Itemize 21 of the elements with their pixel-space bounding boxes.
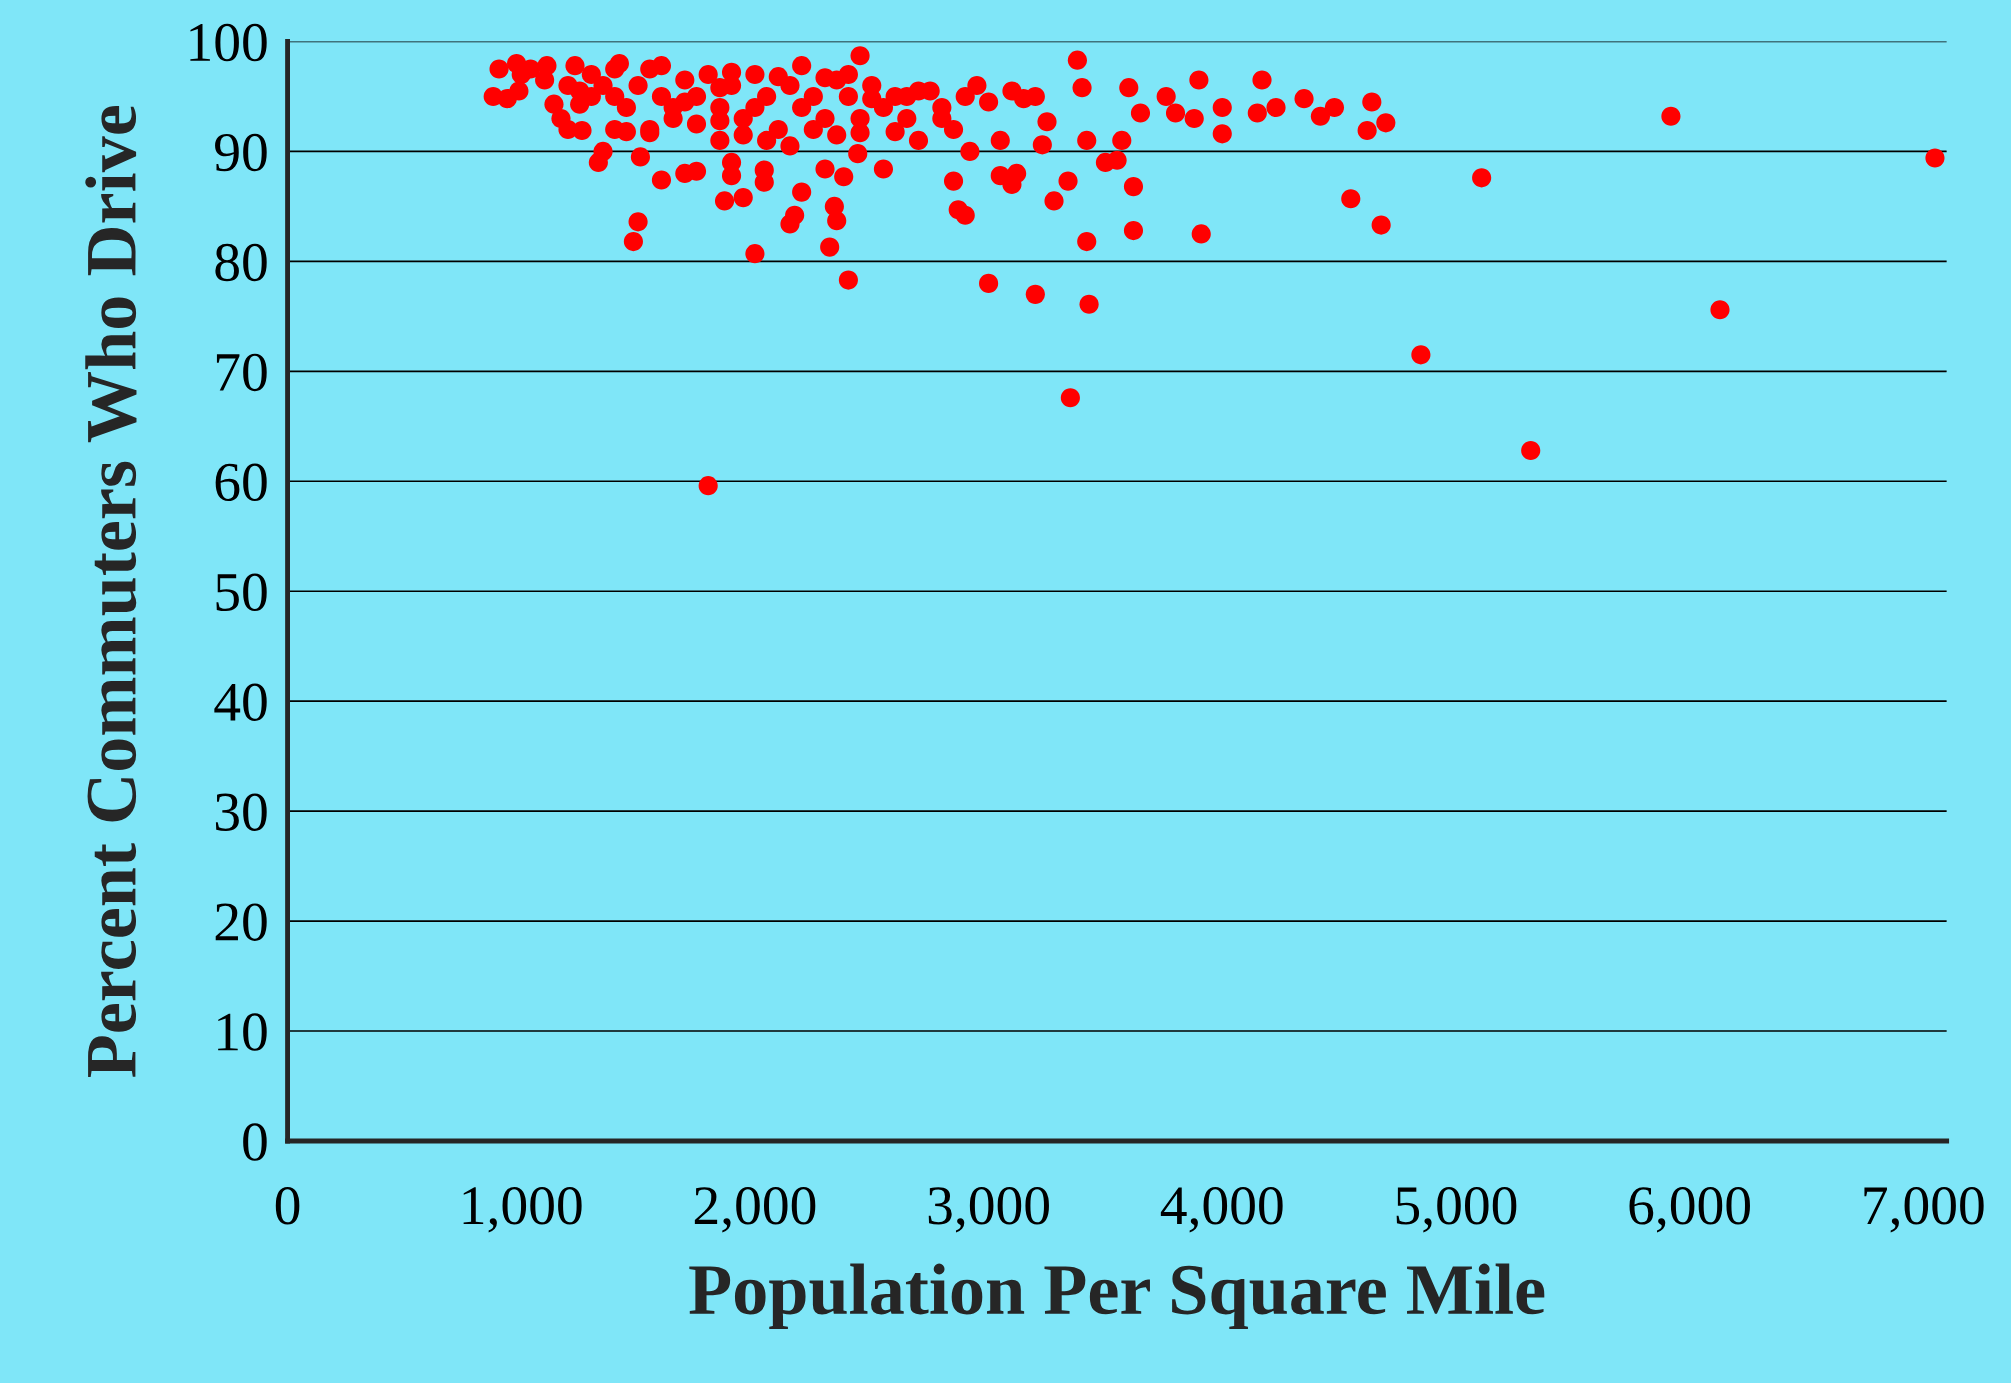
y-tick-label: 70 bbox=[216, 353, 267, 392]
x-tick-label: 6,000 bbox=[1629, 1187, 1750, 1233]
y-axis-title: Percent Commuters Who Drive bbox=[85, 106, 137, 1078]
y-tick-label: 30 bbox=[215, 793, 267, 831]
x-tick-label: 1,000 bbox=[463, 1187, 582, 1233]
x-tick-label: 4,000 bbox=[1160, 1187, 1283, 1233]
x-tick-label: 5,000 bbox=[1396, 1187, 1517, 1233]
x-tick-label: 7,000 bbox=[1864, 1187, 1984, 1233]
x-tick-label: 0 bbox=[275, 1187, 300, 1225]
y-tick-label: 80 bbox=[215, 243, 267, 282]
y-tick-label: 10 bbox=[218, 1013, 267, 1051]
y-tick-label: 90 bbox=[215, 133, 267, 172]
y-tick-label: 0 bbox=[243, 1123, 267, 1161]
y-tick-label: 50 bbox=[216, 573, 267, 612]
y-tick-label: 60 bbox=[215, 463, 267, 502]
y-tick-label: 20 bbox=[215, 903, 267, 941]
y-tick-label: 100 bbox=[190, 23, 267, 62]
x-tick-label: 3,000 bbox=[928, 1187, 1049, 1233]
y-tick-label: 40 bbox=[214, 683, 267, 721]
x-axis-title: Population Per Square Mile bbox=[689, 1263, 1545, 1330]
x-tick-label: 2,000 bbox=[694, 1187, 816, 1233]
